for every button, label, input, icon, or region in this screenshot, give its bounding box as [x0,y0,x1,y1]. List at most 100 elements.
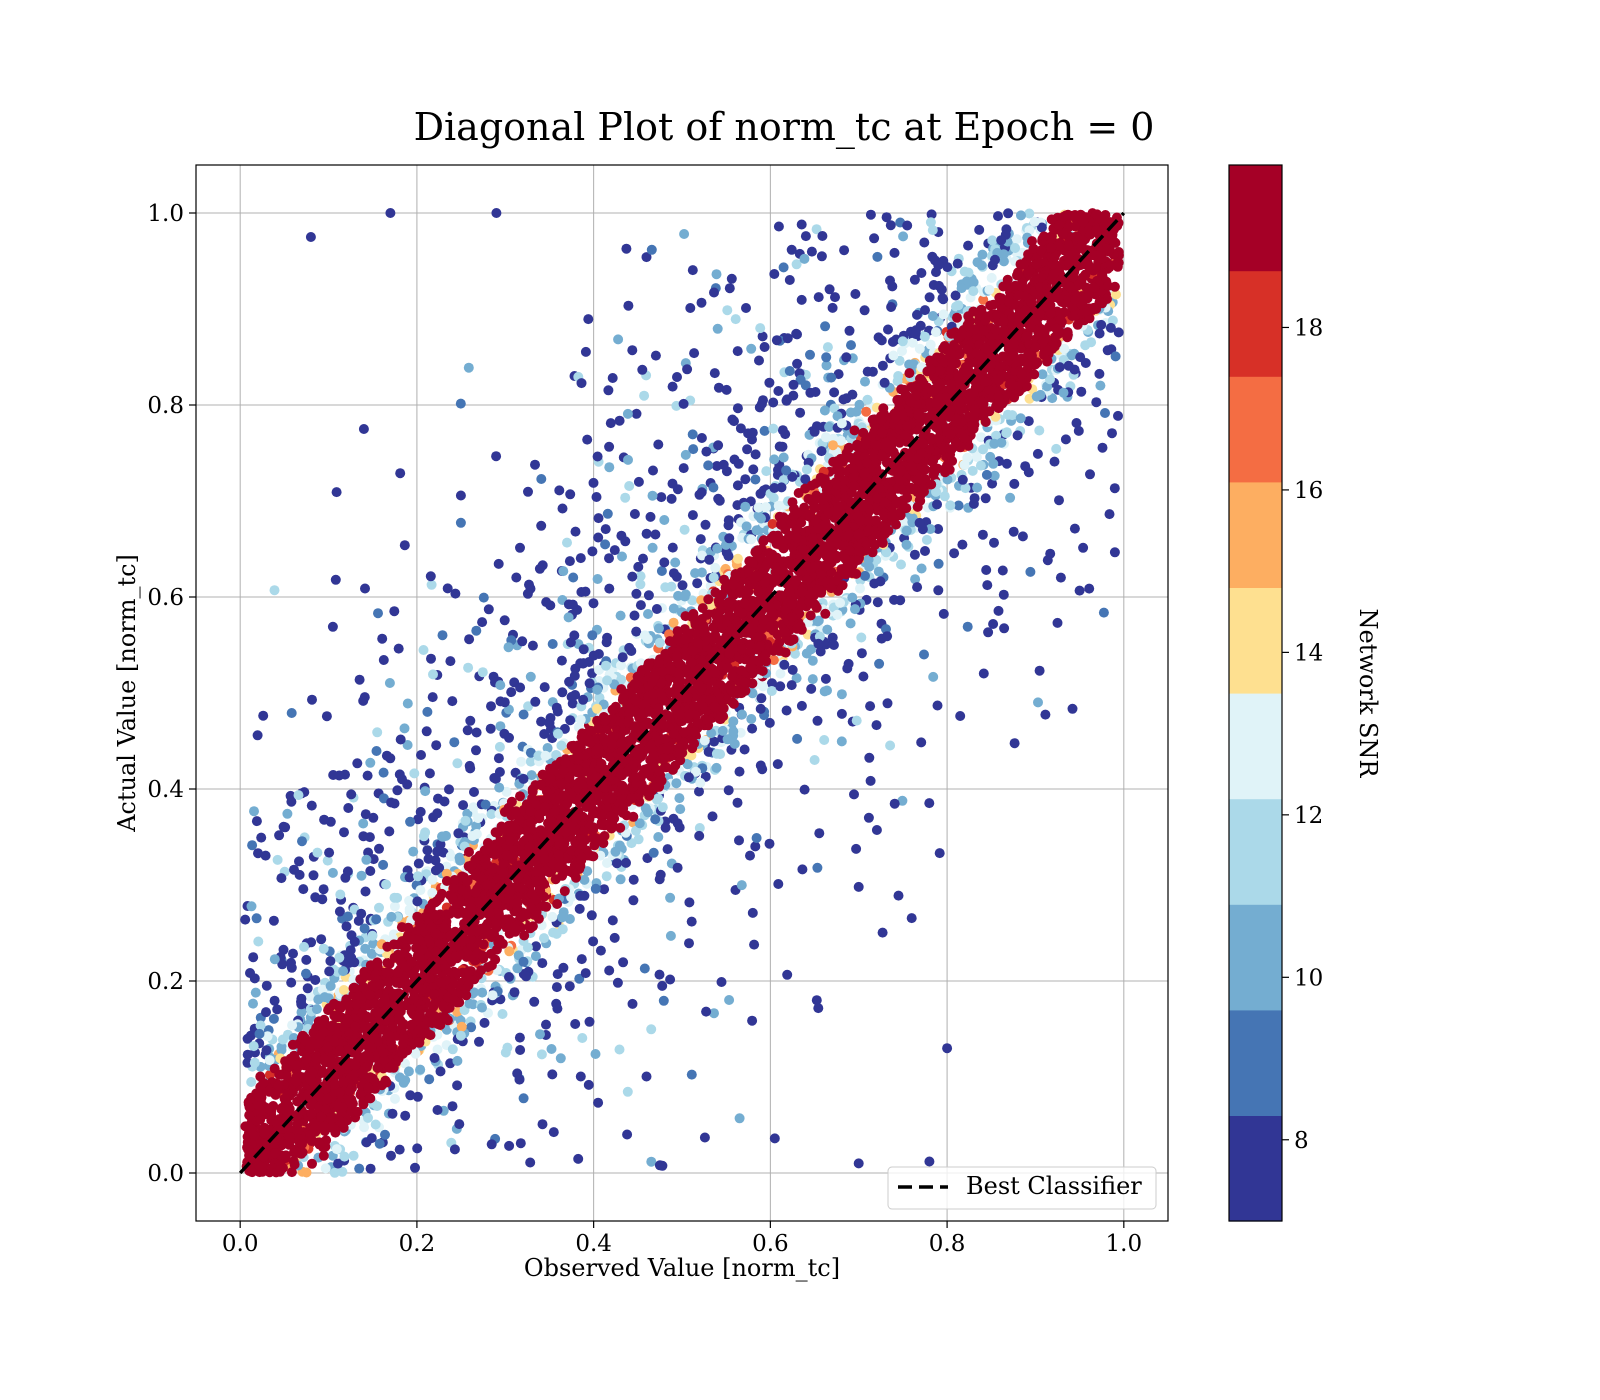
data-point [991,430,1002,441]
data-point [690,568,701,579]
data-point [617,551,627,562]
data-point [493,753,504,764]
data-point [378,859,389,870]
data-point [704,554,715,565]
data-point [1024,208,1035,219]
data-point [542,743,553,753]
data-point [359,1122,370,1133]
data-point [888,350,899,361]
data-point [447,1101,458,1112]
data-point [609,545,620,556]
data-point [512,963,523,974]
data-point [856,632,867,643]
data-point [626,838,637,849]
data-point [268,915,279,926]
data-point [671,571,682,582]
data-point [1067,703,1078,714]
data-point [1085,469,1095,480]
data-point [1096,319,1107,330]
data-point [980,493,991,504]
data-point [307,694,317,705]
data-point [447,696,458,707]
data-point [812,715,823,726]
data-point [732,403,743,414]
data-point [768,397,779,408]
data-point [643,590,654,601]
data-point [536,1049,547,1060]
data-point [580,346,591,357]
data-point [777,425,788,436]
data-point [713,493,724,504]
data-point [240,914,251,925]
data-point [310,892,321,903]
data-point [556,740,567,751]
data-point [747,1015,758,1026]
data-point [829,387,840,398]
data-point [845,618,856,629]
data-point [408,846,419,857]
data-point [734,835,744,846]
data-point [536,520,547,531]
data-point [530,459,540,470]
data-point [255,1020,266,1031]
data-point [370,1119,381,1130]
data-point [786,244,797,255]
data-point [416,750,426,760]
data-point [343,803,354,813]
data-point [927,311,938,321]
data-point [471,625,482,636]
data-point [583,314,594,325]
data-point [658,995,669,1006]
data-point [551,982,562,993]
data-point [688,444,699,455]
data-point [602,675,613,686]
data-point [567,599,578,610]
data-point [871,720,882,731]
data-point [657,802,668,813]
data-point [746,343,757,354]
data-point [556,655,567,666]
data-point [372,727,383,738]
data-point [656,492,667,503]
data-point [272,1004,283,1015]
data-point [592,574,603,584]
data-point [988,458,999,469]
data-point [978,444,988,455]
data-point [706,728,717,739]
data-point [967,465,978,476]
data-point [877,360,888,371]
data-point [806,246,817,257]
data-point [746,714,757,724]
data-point [633,561,644,572]
data-point [925,217,936,228]
data-point [599,884,610,895]
data-point [421,726,432,737]
data-point [885,275,895,286]
data-point [927,225,938,236]
data-point [989,470,1000,481]
data-point [769,454,780,465]
data-point [722,305,733,316]
data-point [643,609,653,619]
data-point [615,874,626,885]
data-point [1074,585,1085,596]
data-point [735,727,746,738]
data-point [925,524,936,534]
data-point [605,418,616,429]
data-point [442,583,453,594]
data-point [662,844,673,855]
data-point [865,775,876,786]
data-point [741,521,752,532]
data-point [568,572,579,583]
data-point [604,965,615,976]
data-point [405,1090,416,1101]
data-point [675,804,686,815]
data-point [1094,328,1105,339]
data-point [844,325,855,336]
data-point [974,224,985,235]
data-point [261,1007,271,1018]
data-point [773,221,784,232]
data-point [432,846,443,857]
data-point [1055,572,1066,583]
data-point [455,855,466,866]
